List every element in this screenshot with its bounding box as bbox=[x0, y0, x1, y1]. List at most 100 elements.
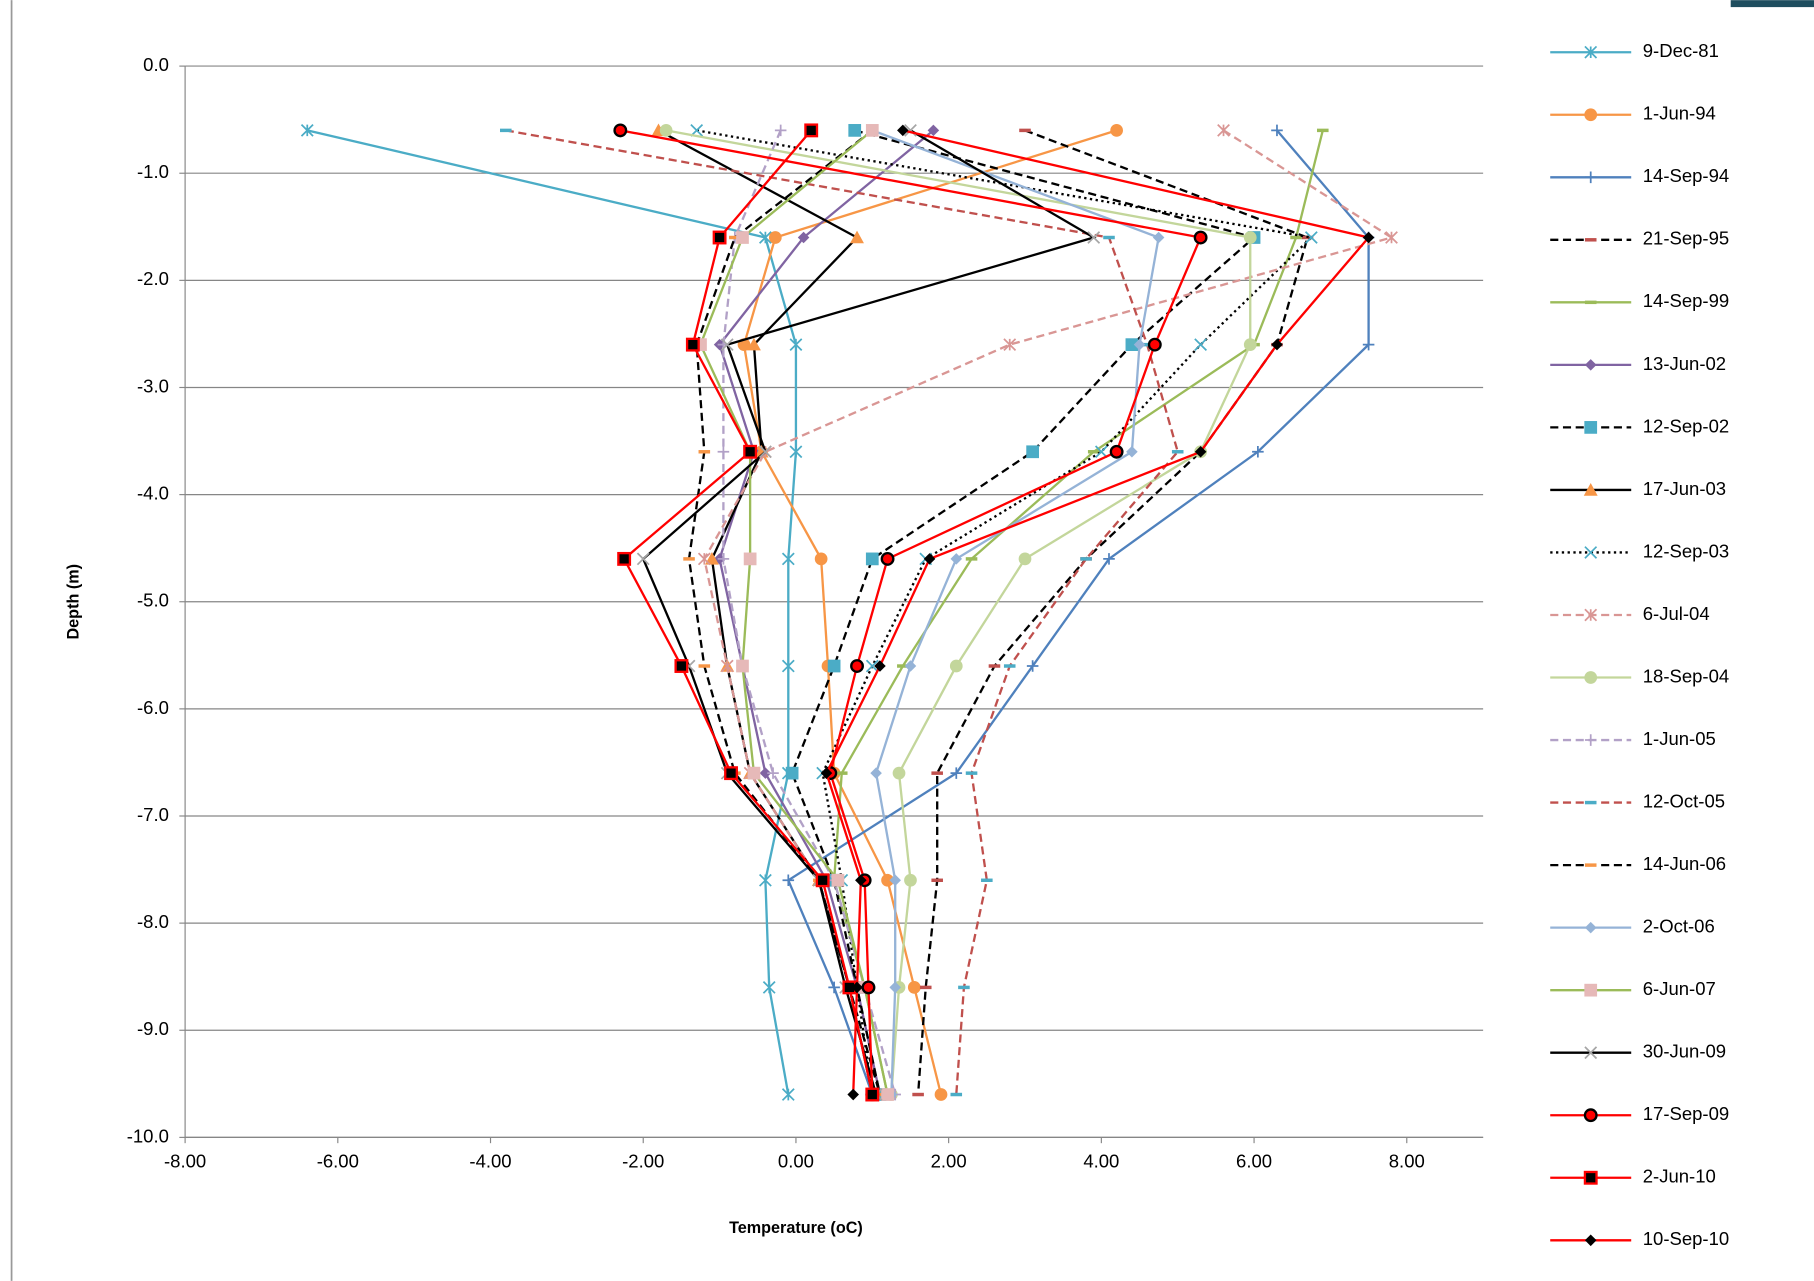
marker bbox=[1584, 608, 1598, 622]
marker bbox=[1271, 124, 1283, 137]
marker bbox=[758, 231, 772, 244]
marker bbox=[785, 766, 799, 780]
marker bbox=[712, 230, 727, 245]
x-tick-label: 0.00 bbox=[778, 1151, 814, 1172]
marker bbox=[904, 660, 917, 672]
marker bbox=[1152, 231, 1165, 244]
marker bbox=[762, 981, 776, 994]
marker bbox=[1026, 445, 1040, 459]
marker bbox=[889, 981, 901, 994]
marker bbox=[720, 338, 734, 352]
marker bbox=[1584, 671, 1598, 684]
marker bbox=[865, 124, 879, 137]
marker bbox=[1304, 231, 1318, 244]
legend-label: 18-Sep-04 bbox=[1643, 665, 1729, 686]
marker bbox=[1584, 1046, 1598, 1060]
series bbox=[737, 124, 1123, 1101]
marker bbox=[705, 551, 719, 565]
legend-label: 17-Sep-09 bbox=[1643, 1103, 1729, 1124]
series bbox=[694, 124, 894, 1101]
marker bbox=[1584, 734, 1597, 746]
marker bbox=[850, 230, 864, 244]
marker bbox=[1126, 445, 1138, 458]
marker bbox=[1243, 231, 1257, 244]
y-tick-label: -4.0 bbox=[137, 483, 169, 504]
marker bbox=[724, 766, 738, 781]
x-tick-label: 8.00 bbox=[1389, 1151, 1425, 1172]
series-line bbox=[622, 129, 874, 1095]
marker bbox=[892, 766, 906, 780]
marker bbox=[1584, 1234, 1597, 1247]
series-line bbox=[832, 130, 1324, 1095]
marker bbox=[697, 552, 711, 566]
marker bbox=[759, 767, 772, 779]
marker bbox=[1584, 421, 1598, 434]
series-line bbox=[665, 129, 1252, 1095]
marker bbox=[814, 552, 828, 566]
y-tick-label: 0.0 bbox=[143, 54, 169, 75]
marker bbox=[1584, 108, 1598, 122]
marker bbox=[850, 659, 864, 673]
series-line bbox=[687, 129, 882, 1095]
x-tick-label: 4.00 bbox=[1083, 1151, 1119, 1172]
marker bbox=[781, 552, 795, 566]
series-line bbox=[307, 129, 798, 1095]
marker bbox=[950, 767, 963, 779]
marker bbox=[1217, 123, 1230, 137]
marker bbox=[815, 873, 830, 888]
series bbox=[617, 123, 880, 1102]
series-line bbox=[505, 129, 1179, 1095]
marker bbox=[717, 553, 730, 565]
marker bbox=[861, 980, 876, 995]
marker bbox=[923, 553, 936, 565]
marker bbox=[934, 1088, 948, 1101]
marker bbox=[1109, 444, 1124, 459]
marker bbox=[636, 552, 650, 566]
y-tick-label: -3.0 bbox=[137, 375, 169, 396]
legend-label: 12-Oct-05 bbox=[1643, 790, 1725, 811]
marker bbox=[758, 445, 772, 459]
series bbox=[659, 124, 1257, 1101]
marker bbox=[1003, 338, 1017, 352]
series bbox=[300, 123, 803, 1101]
marker bbox=[1362, 338, 1375, 351]
series bbox=[613, 123, 1208, 1102]
legend-label: 12-Sep-02 bbox=[1643, 415, 1729, 436]
marker bbox=[685, 337, 700, 352]
marker bbox=[1252, 445, 1264, 458]
series-line bbox=[790, 129, 1257, 1095]
marker bbox=[1584, 45, 1598, 59]
marker bbox=[1584, 921, 1597, 934]
marker bbox=[831, 873, 845, 887]
marker bbox=[1584, 546, 1598, 559]
series-line bbox=[620, 129, 1203, 1095]
marker bbox=[851, 981, 863, 994]
legend-label: 14-Jun-06 bbox=[1643, 853, 1726, 874]
series-line bbox=[696, 129, 1314, 1095]
marker bbox=[865, 659, 879, 673]
marker bbox=[1147, 337, 1162, 352]
series-line bbox=[786, 129, 1370, 1095]
series-line bbox=[703, 129, 1395, 1095]
series bbox=[866, 124, 1165, 1101]
marker bbox=[747, 766, 761, 780]
marker bbox=[1094, 445, 1108, 459]
marker bbox=[782, 874, 795, 887]
marker bbox=[1110, 124, 1123, 137]
marker bbox=[674, 659, 689, 673]
marker bbox=[747, 337, 761, 351]
marker bbox=[774, 124, 787, 137]
marker bbox=[827, 659, 841, 673]
legend-label: 17-Jun-03 bbox=[1643, 478, 1726, 499]
marker bbox=[1194, 338, 1208, 352]
marker bbox=[1026, 660, 1039, 672]
y-tick-label: -5.0 bbox=[137, 590, 169, 611]
y-tick-label: -8.0 bbox=[137, 911, 169, 932]
legend-label: 9-Dec-81 bbox=[1643, 40, 1719, 61]
series bbox=[820, 124, 1375, 1101]
series-line bbox=[718, 129, 935, 1095]
marker bbox=[789, 445, 803, 459]
marker bbox=[907, 981, 921, 994]
